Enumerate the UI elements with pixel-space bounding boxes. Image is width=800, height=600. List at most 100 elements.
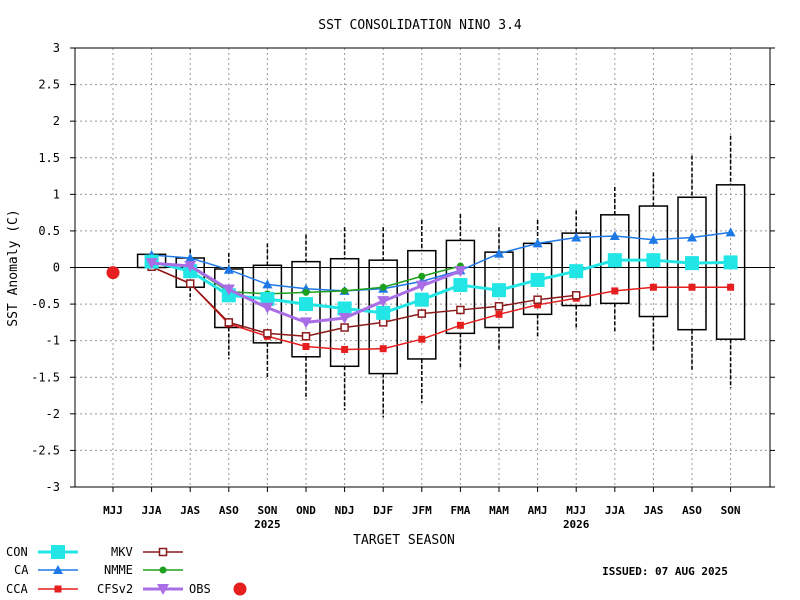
legend-marker-ca — [53, 565, 63, 574]
x-tick-label: JAS — [643, 504, 663, 517]
x-tick-label: MJJ — [566, 504, 586, 517]
point-mkv — [417, 309, 427, 318]
series-obs — [106, 266, 120, 280]
series-mkv — [147, 262, 581, 341]
x-tick-label: JFM — [412, 504, 432, 517]
point-con — [530, 272, 545, 287]
point-cfsv2 — [415, 280, 428, 292]
y-tick-label: 2 — [53, 114, 60, 128]
point-cca — [302, 343, 310, 351]
y-tick-label: -1.5 — [31, 370, 60, 384]
point-cfsv2 — [184, 261, 197, 273]
legend-label-cca: CCA — [6, 582, 28, 596]
legend-label-ca: CA — [14, 563, 29, 577]
ensemble-box — [368, 259, 398, 375]
point-cca — [379, 345, 387, 353]
y-tick-label: 1.5 — [38, 151, 60, 165]
y-tick-label: -0.5 — [31, 297, 60, 311]
point-con — [569, 264, 584, 279]
y-tick-label: -2 — [46, 407, 60, 421]
point-nmme — [302, 288, 310, 296]
legend-item-mkv: MKV — [111, 545, 183, 559]
x-tick-label: OND — [296, 504, 316, 517]
legend-marker-obs — [233, 582, 247, 596]
point-mkv — [185, 279, 195, 288]
x-tick-label: JJA — [142, 504, 162, 517]
series-line-mkv — [151, 266, 577, 338]
point-nmme — [341, 287, 349, 295]
x-tick-labels: MJJ JJA JAS ASO SON OND NDJ DJF JFM FMA MAM AMJ MJJ J… — [103, 504, 740, 517]
point-ca — [609, 231, 620, 241]
y-tick-label: 0 — [53, 261, 60, 275]
point-ca — [262, 279, 273, 289]
point-ca — [532, 238, 543, 248]
legend-label-mkv: MKV — [111, 545, 133, 559]
issued-date: ISSUED: 07 AUG 2025 — [602, 565, 728, 578]
ensemble-box — [252, 264, 283, 344]
point-cca — [418, 335, 426, 343]
chart-title: SST CONSOLIDATION NINO 3.4 — [318, 18, 522, 33]
y-tick-label: 1 — [53, 187, 60, 201]
point-con — [685, 256, 699, 271]
series-cca — [148, 263, 735, 353]
legend-label-nmme: NMME — [104, 563, 133, 577]
legend-label-con: CON — [6, 545, 28, 559]
point-con — [646, 253, 661, 268]
legend-item-obs: OBS — [189, 582, 247, 596]
point-ca — [687, 232, 697, 242]
series-lines — [106, 227, 738, 353]
point-con — [376, 305, 391, 320]
point-mkv — [456, 305, 465, 315]
point-ca — [494, 248, 504, 258]
legend-marker-cca — [54, 585, 62, 593]
point-ca — [725, 227, 736, 237]
point-cca — [534, 301, 542, 309]
point-cfsv2 — [222, 284, 235, 296]
legend-item-nmme: NMME — [104, 563, 183, 577]
point-cca — [611, 287, 619, 295]
legend: CON CA CCA MKV NMME CFSv2 OBS — [6, 545, 247, 596]
x-tick-label: NDJ — [335, 504, 355, 517]
point-con — [492, 283, 506, 298]
legend-marker-cfsv2 — [157, 584, 169, 595]
year-label: 2026 — [563, 518, 590, 531]
point-cca — [649, 283, 657, 291]
x-tick-label: MAM — [489, 504, 509, 517]
legend-marker-nmme — [159, 566, 167, 574]
legend-label-cfsv2: CFSv2 — [97, 582, 133, 596]
year-labels: 2025 2026 — [254, 518, 590, 531]
series-con — [144, 253, 738, 320]
point-cfsv2 — [338, 312, 351, 324]
point-cfsv2 — [300, 317, 312, 329]
x-axis-label: TARGET SEASON — [353, 533, 455, 548]
legend-item-con: CON — [6, 545, 78, 559]
point-mkv — [263, 329, 272, 338]
point-cca — [727, 283, 735, 291]
x-tick-label: ASO — [682, 504, 702, 517]
point-con — [299, 297, 313, 312]
point-con — [414, 292, 429, 307]
point-ca — [571, 232, 582, 242]
point-con — [607, 253, 622, 268]
point-con — [337, 301, 352, 316]
x-tick-label: FMA — [450, 504, 470, 517]
point-mkv — [301, 332, 311, 341]
point-con — [453, 278, 468, 293]
legend-item-cca: CCA — [6, 582, 78, 596]
x-tick-label: AMJ — [528, 504, 548, 517]
point-mkv — [224, 318, 234, 327]
point-mkv — [533, 295, 542, 304]
x-tick-label: JAS — [180, 504, 200, 517]
point-cca — [495, 310, 503, 318]
point-cca — [341, 345, 349, 353]
legend-marker-mkv — [158, 547, 168, 557]
legend-marker-con — [51, 545, 65, 559]
y-tick-label: -3 — [46, 480, 60, 494]
legend-label-obs: OBS — [189, 582, 211, 596]
point-mkv — [571, 291, 581, 300]
y-tick-label: -1 — [46, 334, 60, 348]
y-tick-label: -2.5 — [31, 443, 60, 457]
point-con — [723, 255, 738, 270]
point-mkv — [494, 302, 504, 311]
